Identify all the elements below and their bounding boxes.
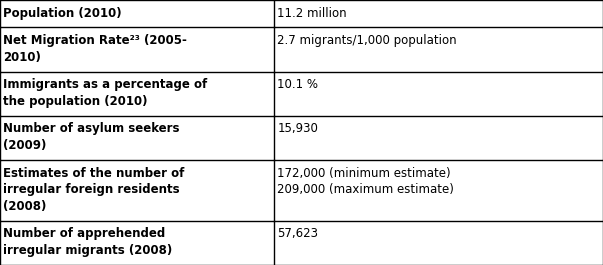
Bar <box>274 28 603 72</box>
Bar <box>274 0 603 28</box>
Text: 10.1 %: 10.1 % <box>277 78 318 91</box>
Bar <box>0 0 274 28</box>
Bar <box>0 72 274 116</box>
Bar <box>274 72 603 116</box>
Text: 2.7 migrants/1,000 population: 2.7 migrants/1,000 population <box>277 34 457 47</box>
Text: Number of asylum seekers
(2009): Number of asylum seekers (2009) <box>3 122 180 152</box>
Text: 15,930: 15,930 <box>277 122 318 135</box>
Bar <box>274 116 603 160</box>
Text: Immigrants as a percentage of
the population (2010): Immigrants as a percentage of the popula… <box>3 78 207 108</box>
Bar <box>274 221 603 265</box>
Text: Population (2010): Population (2010) <box>3 7 122 20</box>
Bar <box>274 160 603 221</box>
Bar <box>0 116 274 160</box>
Text: 57,623: 57,623 <box>277 227 318 240</box>
Text: 11.2 million: 11.2 million <box>277 7 347 20</box>
Bar <box>0 28 274 72</box>
Text: Estimates of the number of
irregular foreign residents
(2008): Estimates of the number of irregular for… <box>3 167 185 213</box>
Text: Number of apprehended
irregular migrants (2008): Number of apprehended irregular migrants… <box>3 227 172 257</box>
Text: Net Migration Rate²³ (2005-
2010): Net Migration Rate²³ (2005- 2010) <box>3 34 187 64</box>
Text: 172,000 (minimum estimate)
209,000 (maximum estimate): 172,000 (minimum estimate) 209,000 (maxi… <box>277 167 454 196</box>
Bar <box>0 221 274 265</box>
Bar <box>0 160 274 221</box>
